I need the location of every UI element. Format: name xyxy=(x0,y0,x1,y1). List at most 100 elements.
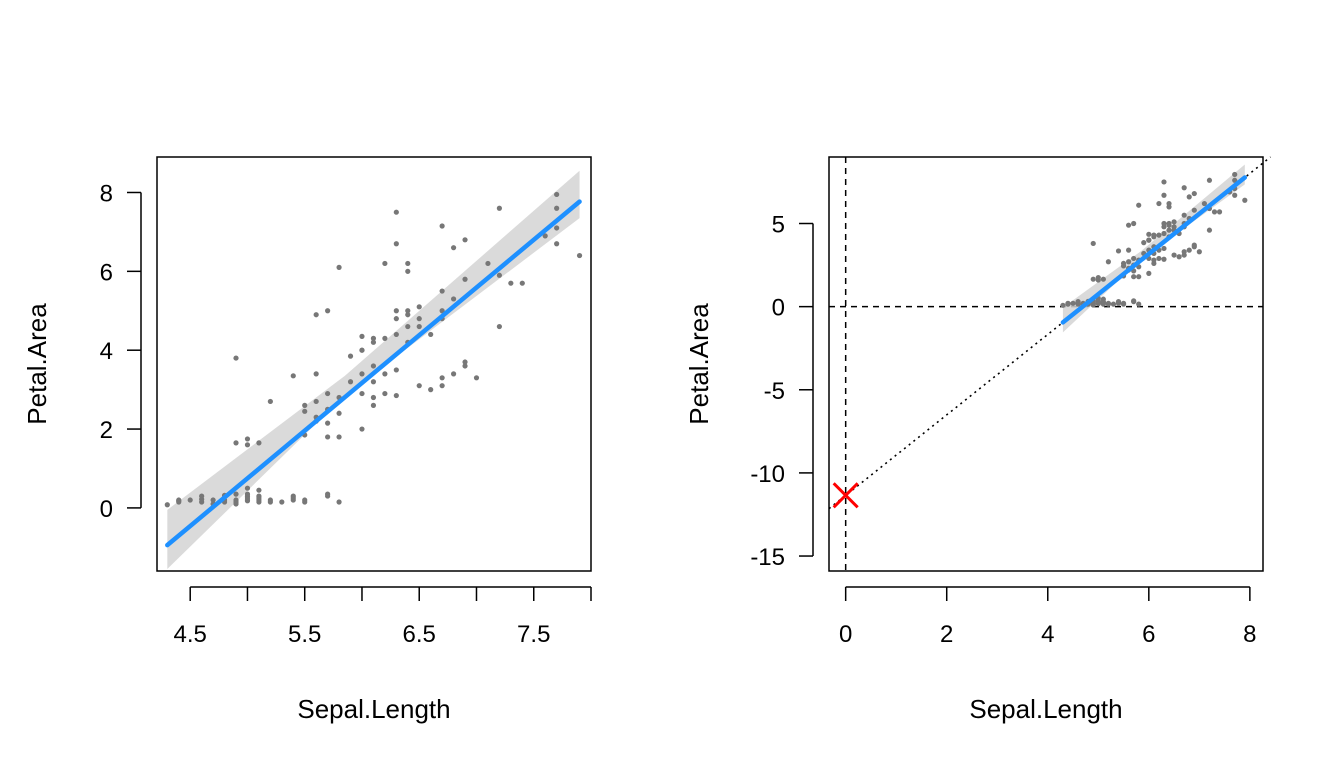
data-point xyxy=(359,371,365,377)
data-point xyxy=(519,280,525,286)
data-point xyxy=(1120,301,1127,307)
data-point xyxy=(450,296,457,302)
confidence-band-area xyxy=(167,170,580,570)
data-point xyxy=(313,312,319,318)
data-point xyxy=(554,241,560,247)
y-tick-label: 0 xyxy=(100,496,113,523)
data-point xyxy=(233,499,239,505)
data-point xyxy=(473,375,480,381)
data-point xyxy=(1156,232,1162,238)
x-tick-label: 2 xyxy=(940,621,953,648)
data-point xyxy=(405,308,411,314)
fit-line xyxy=(165,199,582,548)
data-point xyxy=(1191,207,1197,213)
data-point xyxy=(256,487,262,493)
data-point xyxy=(370,402,377,408)
scatter-panel-right: 0 2 4 6 8 -15 -10 -5 0 5 Sepal.Length Petal.Area xyxy=(684,156,1272,724)
x-tick-label: 6 xyxy=(1142,621,1155,648)
data-point xyxy=(1242,197,1248,203)
x-axis: 4.5 5.5 6.5 7.5 xyxy=(174,586,592,648)
data-point xyxy=(370,394,377,401)
data-point xyxy=(496,205,502,211)
data-point xyxy=(462,276,468,282)
data-point xyxy=(325,491,331,497)
data-point xyxy=(1136,202,1142,208)
data-point xyxy=(1232,192,1238,198)
data-point xyxy=(233,440,239,446)
data-point xyxy=(1146,231,1152,237)
data-point xyxy=(428,331,434,338)
data-point xyxy=(1075,299,1081,305)
data-point xyxy=(1181,212,1187,218)
data-point xyxy=(1136,274,1142,280)
data-point xyxy=(1161,179,1167,185)
data-point xyxy=(508,280,514,286)
data-point xyxy=(405,312,411,318)
data-point xyxy=(1120,263,1127,269)
data-point xyxy=(439,288,445,294)
data-point xyxy=(244,491,251,497)
data-point xyxy=(1216,209,1223,215)
data-point xyxy=(393,209,399,215)
data-point xyxy=(336,434,342,440)
data-point xyxy=(554,191,560,198)
data-point xyxy=(1161,220,1167,227)
data-point xyxy=(393,308,399,314)
data-point xyxy=(1090,276,1096,282)
y-tick-label: -10 xyxy=(750,461,785,488)
data-point xyxy=(1146,237,1152,243)
data-point xyxy=(1131,298,1137,304)
data-point xyxy=(290,373,296,379)
x-axis-title: Sepal.Length xyxy=(969,694,1122,724)
regression-line xyxy=(1060,175,1248,325)
data-point xyxy=(313,371,319,377)
data-point xyxy=(267,499,273,505)
data-point xyxy=(233,491,239,497)
data-point xyxy=(336,264,342,270)
data-point xyxy=(576,252,583,259)
data-point xyxy=(370,335,377,341)
data-point xyxy=(382,371,388,377)
data-point xyxy=(1095,301,1101,307)
data-point xyxy=(1161,245,1167,252)
data-point xyxy=(302,402,308,408)
data-point xyxy=(347,379,354,385)
data-point xyxy=(382,390,388,397)
data-point xyxy=(176,498,182,504)
data-point xyxy=(313,398,319,405)
data-point xyxy=(1161,192,1167,198)
data-point xyxy=(1181,185,1187,191)
data-point xyxy=(393,367,399,373)
data-point xyxy=(450,245,457,251)
data-point xyxy=(1201,200,1207,207)
data-point xyxy=(1161,256,1167,262)
data-point xyxy=(1186,247,1192,253)
data-point xyxy=(233,355,239,361)
data-point xyxy=(1166,222,1172,228)
data-point xyxy=(244,436,251,442)
y-tick-label: 4 xyxy=(100,338,113,365)
data-point xyxy=(1161,230,1167,237)
data-point xyxy=(256,440,262,446)
data-point xyxy=(279,499,285,505)
data-point xyxy=(210,497,216,503)
plot-frame xyxy=(156,156,592,572)
data-point xyxy=(336,499,342,505)
y-tick-label: -5 xyxy=(764,378,785,405)
data-point xyxy=(428,387,434,393)
data-point xyxy=(370,379,377,385)
data-point xyxy=(542,233,548,239)
data-point xyxy=(485,260,491,267)
data-point xyxy=(439,383,445,389)
data-point xyxy=(1141,240,1147,246)
data-point xyxy=(359,390,365,397)
data-point xyxy=(1105,301,1111,307)
x-tick-label: 8 xyxy=(1243,621,1256,648)
data-point xyxy=(405,260,411,267)
data-point xyxy=(1065,301,1071,307)
data-point xyxy=(199,493,205,499)
data-point xyxy=(1206,177,1213,183)
data-point xyxy=(1171,219,1177,225)
data-point xyxy=(554,205,560,211)
